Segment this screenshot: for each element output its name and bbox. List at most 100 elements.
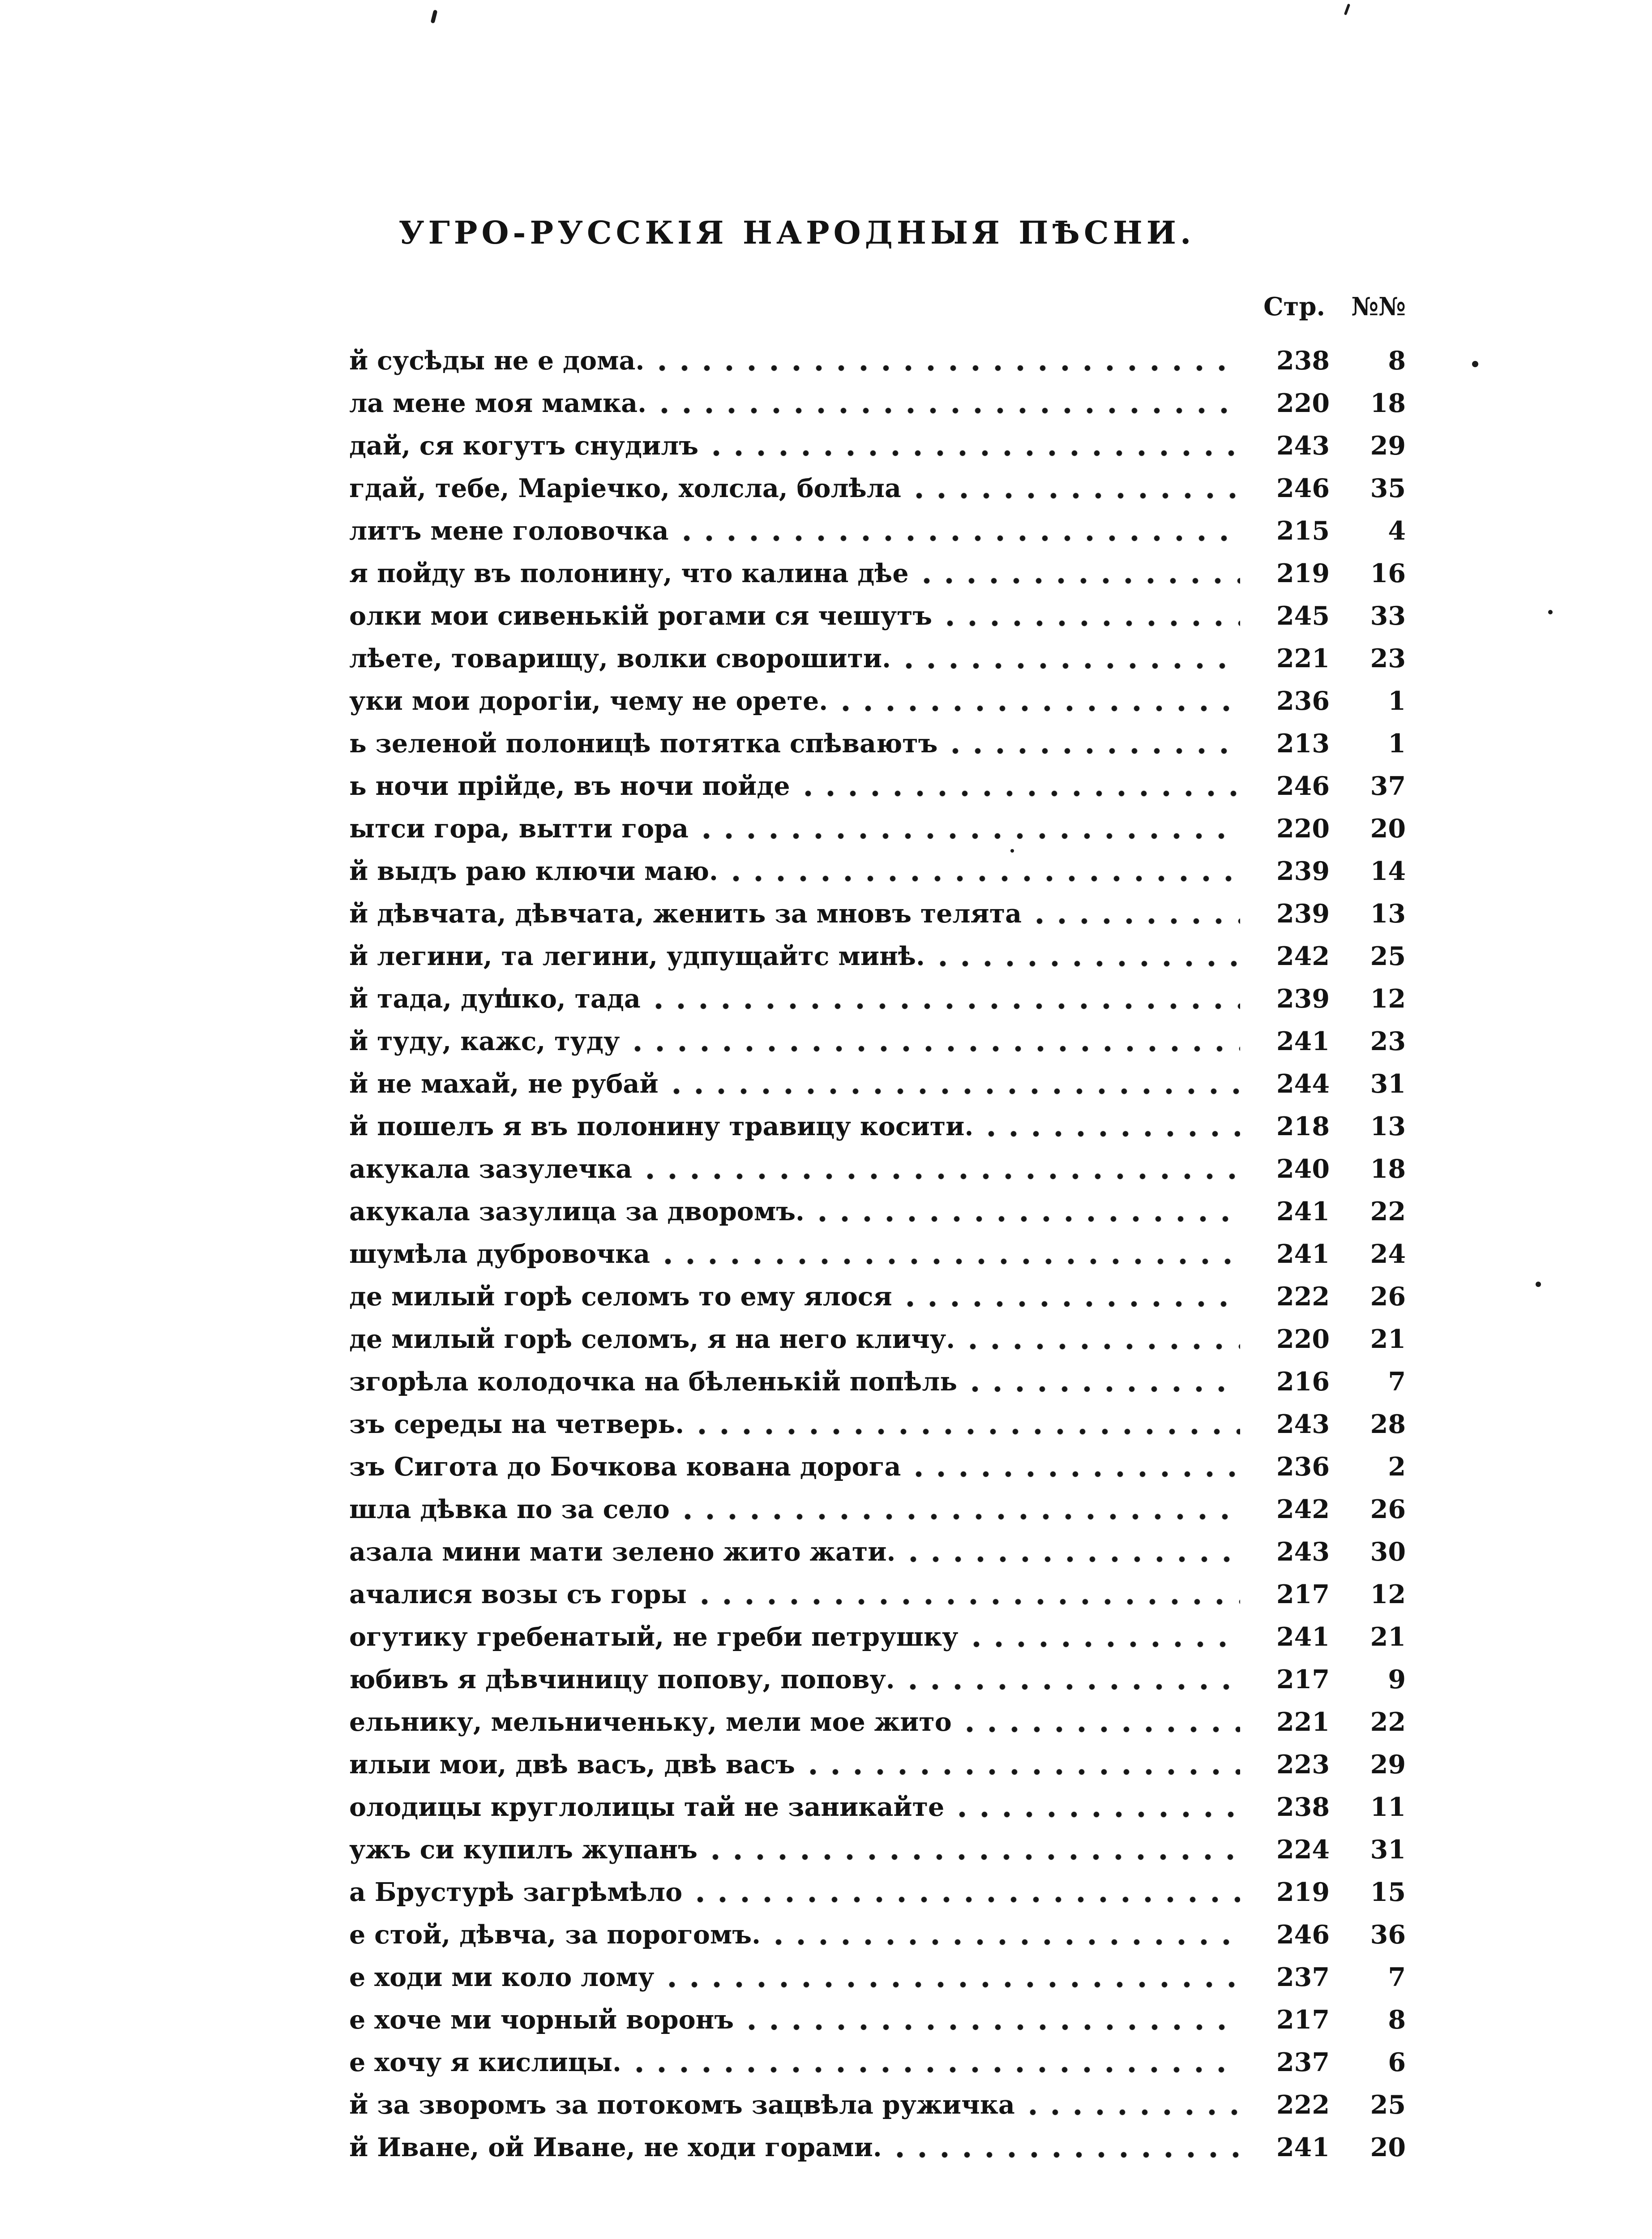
index-entry-row: ь зеленой полоницѣ потятка спѣваютъ 213 …	[349, 722, 1406, 765]
index-entry-row: е хоче ми чорный воронъ 217 8	[349, 1999, 1406, 2041]
entry-page-number: 236	[1276, 1452, 1330, 1482]
column-header-row: Стр. №№	[349, 292, 1406, 322]
dot-leader	[938, 595, 1240, 637]
entry-first-line: е хоче ми чорный воронъ	[349, 2005, 734, 2035]
entry-first-line: зъ середы на четверь.	[349, 1409, 685, 1439]
entry-first-line: азала мини мати зелено жито жати.	[349, 1537, 896, 1567]
scan-speck	[1548, 610, 1553, 614]
dot-leader	[638, 1148, 1240, 1190]
entry-first-line: илыи мои, двѣ васъ, двѣ васъ	[349, 1750, 795, 1780]
entry-first-line: шумѣла дубровочка	[349, 1239, 651, 1269]
index-entry-row: а Брустурѣ загрѣмѣло 219 15	[349, 1871, 1406, 1913]
entry-song-number: 1	[1388, 686, 1406, 716]
index-entry-row: й туду, кажс, туду 241 23	[349, 1020, 1406, 1063]
entry-first-line: згорѣла колодочка на бѣленькій попѣль	[349, 1367, 958, 1397]
entry-song-number: 14	[1370, 856, 1406, 886]
entry-page-number: 220	[1276, 814, 1330, 844]
index-entry-row: олодицы круглолицы тай не заникайте 238 …	[349, 1786, 1406, 1828]
dot-leader	[694, 807, 1240, 850]
entry-first-line: гдай, тебе, Маріечко, холсла, болѣла	[349, 473, 901, 503]
entry-first-line: де милый горѣ селомъ, я на него кличу.	[349, 1324, 955, 1354]
index-entry-row: й пошелъ я въ полонину травицу косити. 2…	[349, 1105, 1406, 1148]
entry-first-line: й легини, та легини, удпущайтс минѣ.	[349, 941, 925, 971]
entry-song-number: 35	[1370, 473, 1406, 503]
index-entry-row: е ходи ми коло лому 237 7	[349, 1956, 1406, 1999]
entry-first-line: е ходи ми коло лому	[349, 1962, 655, 1992]
dot-leader	[646, 978, 1240, 1020]
index-entry-row: азала мини мати зелено жито жати. 243 30	[349, 1531, 1406, 1573]
dot-leader	[915, 552, 1240, 595]
entry-first-line: юбивъ я дѣвчиницу попову, попову.	[349, 1664, 895, 1694]
dot-leader	[950, 1786, 1240, 1828]
index-entry-row: й сусѣды не е дома. 238 8	[349, 339, 1406, 382]
dot-leader	[834, 680, 1240, 722]
index-entry-row: юбивъ я дѣвчиницу попову, попову. 217 9	[349, 1658, 1406, 1701]
entry-first-line: й не махай, не рубай	[349, 1069, 659, 1099]
dot-leader	[958, 1701, 1240, 1743]
entry-page-number: 243	[1276, 1409, 1330, 1439]
dot-leader	[651, 339, 1240, 382]
entry-first-line: огутику гребенатый, не греби петрушку	[349, 1622, 959, 1652]
entry-page-number: 239	[1276, 899, 1330, 929]
entry-first-line: й туду, кажс, туду	[349, 1026, 620, 1056]
entry-page-number: 242	[1276, 941, 1330, 971]
page-title: УГРО-РУССКІЯ НАРОДНЫЯ ПѢСНИ.	[398, 214, 1195, 251]
index-entry-row: й дѣвчата, дѣвчата, женить за мновъ теля…	[349, 892, 1406, 935]
index-entry-row: ла мене моя мамка. 220 18	[349, 382, 1406, 425]
dot-leader	[689, 1871, 1240, 1913]
entry-song-number: 20	[1370, 814, 1406, 844]
entry-song-number: 7	[1388, 1367, 1406, 1397]
dot-leader	[907, 1445, 1240, 1488]
dot-leader	[796, 765, 1240, 807]
index-entry-row: ачалися возы съ горы 217 12	[349, 1573, 1406, 1616]
entry-song-number: 31	[1370, 1069, 1406, 1099]
dot-leader	[801, 1743, 1240, 1786]
dot-leader	[660, 1956, 1240, 1999]
scan-speck	[1010, 849, 1014, 853]
entry-page-number: 216	[1276, 1367, 1330, 1397]
entry-song-number: 23	[1370, 643, 1406, 673]
index-entry-row: лѣете, товарищу, волки сворошити. 221 23	[349, 637, 1406, 680]
index-entry-row: й тада, душко, тада 239 12	[349, 978, 1406, 1020]
entry-page-number: 240	[1276, 1154, 1330, 1184]
entry-song-number: 31	[1370, 1835, 1406, 1865]
entry-song-number: 30	[1370, 1537, 1406, 1567]
index-entry-row: й выдъ раю ключи маю. 239 14	[349, 850, 1406, 892]
entry-song-number: 2	[1388, 1452, 1406, 1482]
dot-leader	[704, 1828, 1240, 1871]
entry-song-number: 24	[1370, 1239, 1406, 1269]
entry-first-line: дай, ся когутъ снудилъ	[349, 431, 699, 461]
entry-page-number: 239	[1276, 984, 1330, 1014]
entry-song-number: 25	[1370, 941, 1406, 971]
dot-leader	[888, 2126, 1240, 2169]
column-header-number: №№	[1351, 292, 1406, 322]
index-entry-row: де милый горѣ селомъ то ему ялося 222 26	[349, 1275, 1406, 1318]
dot-leader	[676, 1488, 1240, 1531]
entry-page-number: 238	[1276, 1792, 1330, 1822]
entry-list: й сусѣды не е дома. 238 8 ла мене моя ма…	[349, 339, 1406, 2169]
dot-leader	[931, 935, 1240, 978]
entry-song-number: 37	[1370, 771, 1406, 801]
entry-song-number: 20	[1370, 2132, 1406, 2162]
entry-song-number: 16	[1370, 558, 1406, 588]
dot-leader	[740, 1999, 1240, 2041]
entry-first-line: ь зеленой полоницѣ потятка спѣваютъ	[349, 729, 938, 759]
dot-leader	[944, 722, 1240, 765]
entry-song-number: 12	[1370, 1579, 1406, 1609]
entry-page-number: 213	[1276, 729, 1330, 759]
entry-song-number: 12	[1370, 984, 1406, 1014]
entry-first-line: ла мене моя мамка.	[349, 388, 646, 418]
entry-first-line: й дѣвчата, дѣвчата, женить за мновъ теля…	[349, 899, 1022, 929]
entry-song-number: 23	[1370, 1026, 1406, 1056]
entry-first-line: ужъ си купилъ жупанъ	[349, 1835, 698, 1865]
index-entry-row: ельнику, мельниченьку, мели мое жито 221…	[349, 1701, 1406, 1743]
entry-first-line: е стой, дѣвча, за порогомъ.	[349, 1920, 761, 1950]
dot-leader	[664, 1063, 1240, 1105]
entry-page-number: 222	[1276, 2090, 1330, 2120]
index-entry-row: ужъ си купилъ жупанъ 224 31	[349, 1828, 1406, 1871]
entry-page-number: 237	[1276, 1962, 1330, 1992]
entry-page-number: 221	[1276, 643, 1330, 673]
entry-first-line: де милый горѣ селомъ то ему ялося	[349, 1282, 892, 1312]
entry-song-number: 22	[1370, 1197, 1406, 1227]
